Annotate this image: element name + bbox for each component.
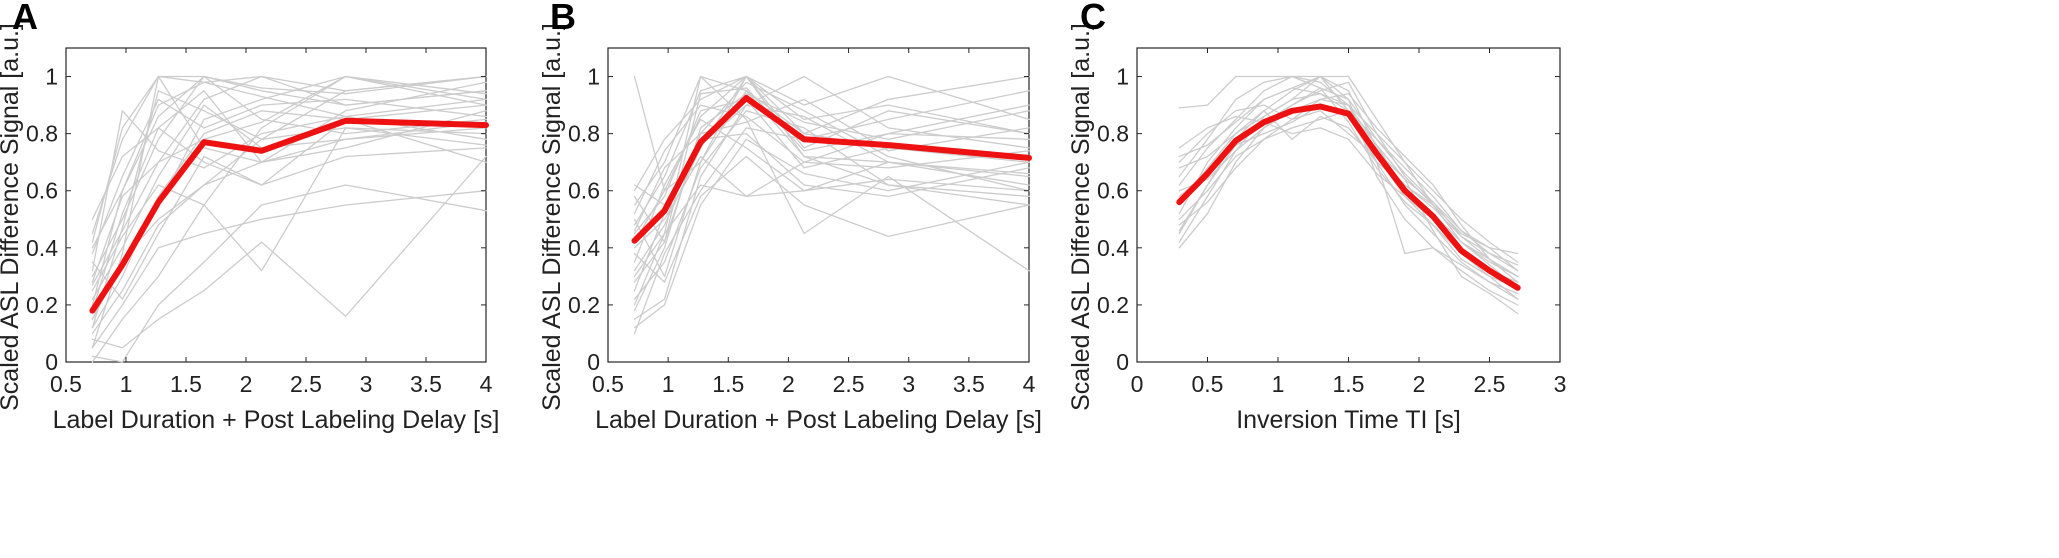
mean-series-line <box>1176 103 1521 291</box>
x-tick-label: 1.5 <box>170 371 202 397</box>
y-tick-label: 1 <box>587 64 600 90</box>
y-tick-label: 0 <box>587 349 600 375</box>
panel-b: 0.5 1 1.5 2 2.5 3 3.5 4 0 0.2 0.4 0.6 0.8 1 Label Dura… <box>538 0 1042 434</box>
x-tick-label: 0.5 <box>592 371 624 397</box>
individual-series-line <box>633 138 1030 329</box>
individual-series-line <box>633 110 1030 300</box>
individual-series-line <box>1178 81 1519 255</box>
x-tick-label: 2 <box>240 371 253 397</box>
individual-series-line <box>633 155 1030 283</box>
x-tick-label: 1 <box>662 371 675 397</box>
x-tick-label: 0.5 <box>50 371 82 397</box>
x-tick-label: 3 <box>360 371 373 397</box>
individual-series-line <box>1178 98 1519 263</box>
y-axis-label: Scaled ASL Difference Signal [a.u.] <box>1067 23 1095 411</box>
individual-series-line <box>633 178 1030 278</box>
x-tick-label: 0 <box>1131 371 1144 397</box>
individual-series-line <box>1178 93 1519 278</box>
individual-series-line <box>91 184 487 363</box>
individual-series-line <box>91 98 487 255</box>
individual-series-line <box>633 87 1030 243</box>
x-tick-label: 4 <box>480 371 493 397</box>
individual-series-line <box>91 75 487 249</box>
y-tick-label: 0.4 <box>26 235 58 261</box>
x-tick-label: 3 <box>902 371 915 397</box>
y-tick-label: 0.6 <box>1097 178 1129 204</box>
individual-series-line <box>633 104 1030 215</box>
x-tick-label: 3.5 <box>953 371 985 397</box>
y-tick-label: 0.8 <box>1097 121 1129 147</box>
individual-series-line <box>91 75 487 243</box>
individual-series-line <box>633 75 1030 306</box>
individual-series-line <box>1178 104 1519 278</box>
y-tick-label: 0.4 <box>1097 235 1129 261</box>
individual-series-line <box>633 75 1030 243</box>
panel-a: 0.5 1 1.5 2 2.5 3 3.5 4 0 0.2 0.4 0.6 0.8 1 Label Dura… <box>0 0 499 434</box>
x-tick-label: 2 <box>782 371 795 397</box>
x-tick-label: 2 <box>1413 371 1426 397</box>
y-tick-label: 0.8 <box>26 121 58 147</box>
x-tick-label: 1.5 <box>712 371 744 397</box>
x-tick-label: 0.5 <box>1192 371 1224 397</box>
y-tick-label: 0 <box>1116 349 1129 375</box>
x-axis-label: Inversion Time TI [s] <box>1236 406 1461 434</box>
individual-series-line <box>633 98 1030 232</box>
individual-series-line <box>91 90 487 312</box>
y-tick-label: 0.4 <box>568 235 600 261</box>
plot-frame <box>65 47 487 363</box>
x-tick-label: 2.5 <box>833 371 865 397</box>
y-tick-label: 0.2 <box>26 292 58 318</box>
x-tick-label: 2.5 <box>1474 371 1506 397</box>
y-tick-label: 0.6 <box>568 178 600 204</box>
x-axis-label: Label Duration + Post Labeling Delay [s] <box>53 406 500 434</box>
individual-series-line <box>91 98 487 272</box>
mean-series-line <box>89 117 489 314</box>
panel-c: 0 0.5 1 1.5 2 2.5 3 0 0.2 0.4 0.6 0.8 1 Inversion Tim… <box>1067 0 1566 434</box>
individual-series-line <box>91 127 487 292</box>
y-tick-label: 0.2 <box>568 292 600 318</box>
individual-series-line <box>633 90 1030 335</box>
individual-series-line <box>91 155 487 349</box>
y-tick-label: 0.2 <box>1097 292 1129 318</box>
y-axis-label: Scaled ASL Difference Signal [a.u.] <box>0 23 24 411</box>
individual-series-line <box>91 190 487 349</box>
y-axis-label: Scaled ASL Difference Signal [a.u.] <box>538 23 566 411</box>
y-tick-label: 1 <box>45 64 58 90</box>
x-tick-label: 1 <box>120 371 133 397</box>
x-tick-label: 3 <box>1554 371 1567 397</box>
individual-series-line <box>91 127 487 220</box>
individual-series-line <box>633 93 1030 312</box>
x-axis-label: Label Duration + Post Labeling Delay [s] <box>595 406 1042 434</box>
x-tick-label: 1.5 <box>1333 371 1365 397</box>
x-tick-label: 2.5 <box>290 371 322 397</box>
panel-letter: B <box>550 0 576 37</box>
x-tick-label: 1 <box>1272 371 1285 397</box>
panel-letter: C <box>1080 0 1106 37</box>
x-tick-label: 4 <box>1023 371 1036 397</box>
y-tick-label: 0 <box>45 349 58 375</box>
x-tick-label: 3.5 <box>410 371 442 397</box>
panel-letter: A <box>12 0 38 37</box>
y-tick-label: 0.6 <box>26 178 58 204</box>
y-tick-label: 1 <box>1116 64 1129 90</box>
plot-frame <box>1136 47 1561 363</box>
y-tick-label: 0.8 <box>568 121 600 147</box>
individual-series-line <box>91 75 487 235</box>
mean-series-line <box>631 95 1032 244</box>
individual-series-line <box>1178 93 1519 289</box>
individual-series-line <box>633 75 1030 272</box>
